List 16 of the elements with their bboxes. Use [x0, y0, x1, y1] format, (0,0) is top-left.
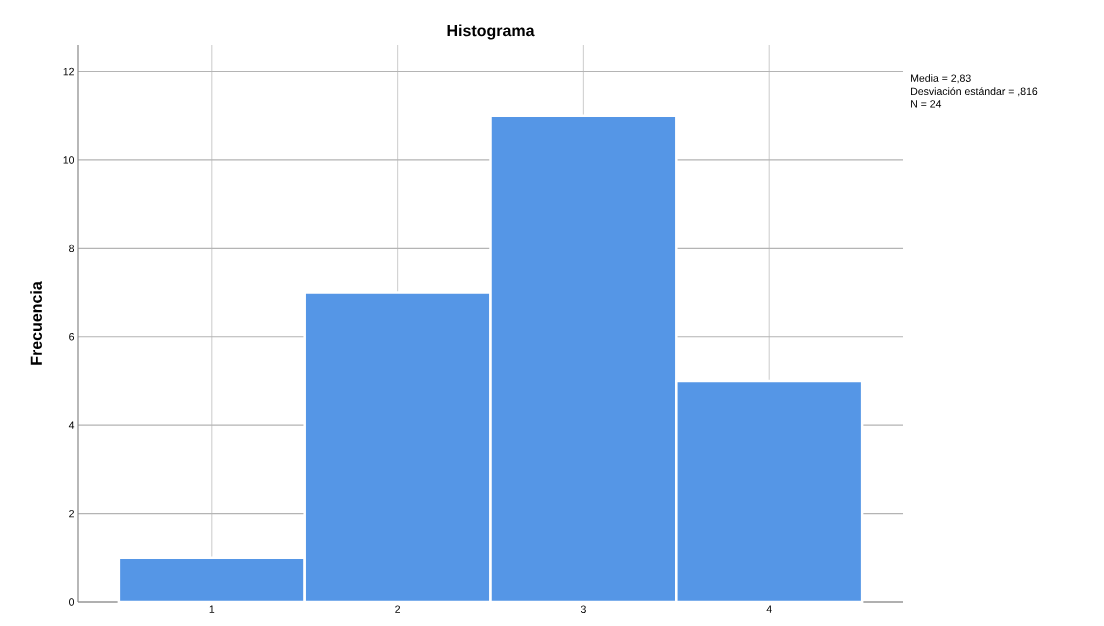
y-tick-label: 4 [68, 421, 75, 429]
text: Desviación estándar = ,816 [911, 87, 1038, 97]
y-tick-label: 10 [63, 156, 75, 164]
x-tick-label: 1 [209, 605, 215, 613]
y-axis-title: Frecuencia [30, 281, 42, 365]
chart-title: Histograma [447, 24, 535, 40]
y-tick-label: 8 [69, 244, 75, 253]
x-tick-label: 3 [580, 605, 586, 613]
text: Media = 2,83 [911, 74, 971, 84]
x-tick-label: 2 [395, 605, 400, 613]
y-tick-label: 2 [69, 509, 74, 518]
y-tick-label: 12 [63, 67, 74, 76]
text: N = 24 [911, 100, 942, 108]
x-tick-label: 4 [766, 605, 772, 613]
y-tick-label: 6 [69, 333, 75, 341]
y-tick-label: 0 [69, 598, 75, 606]
